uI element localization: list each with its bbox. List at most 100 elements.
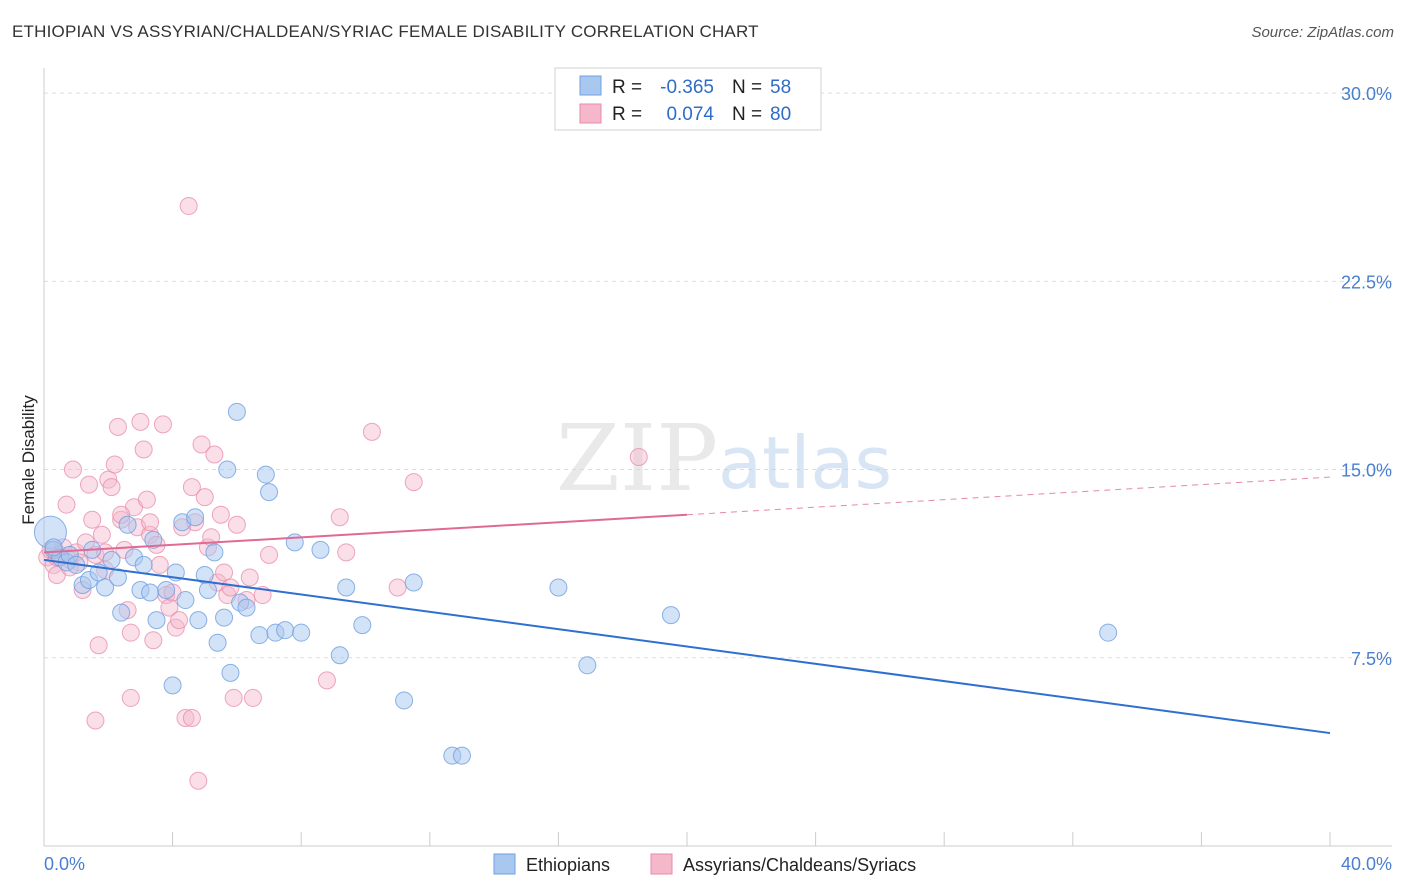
assyrians-point: [404, 473, 423, 492]
assyrians-point: [176, 709, 195, 728]
legend-n-label-2: N =: [732, 104, 762, 125]
assyrians-point: [195, 488, 214, 507]
assyrians-point: [221, 578, 240, 597]
assyrians-point: [227, 515, 246, 534]
assyrians-point: [629, 448, 648, 466]
assyrians-point: [121, 623, 140, 642]
ethiopians-point: [292, 623, 311, 642]
assyrians-point: [240, 568, 259, 587]
y-tick-label: 7.5%: [1351, 649, 1392, 669]
ethiopians-point: [578, 656, 597, 675]
assyrians-point: [105, 455, 124, 474]
assyrians-point: [205, 445, 224, 464]
ethiopians-point: [141, 583, 160, 602]
correlation-legend: R = -0.365 N = 58 R = 0.074 N = 80: [554, 67, 822, 131]
assyrians-trend-line: [43, 513, 688, 554]
assyrians-point: [170, 611, 189, 630]
ethiopians-point: [163, 676, 182, 695]
ethiopians-point: [215, 608, 234, 627]
assyrians-point: [260, 545, 279, 564]
legend-swatch-ethiopians: [579, 75, 602, 96]
legend-r-label-2: R =: [612, 104, 642, 125]
assyrians-point: [317, 671, 336, 690]
assyrians-point: [182, 709, 201, 728]
assyrians-point: [144, 631, 163, 650]
assyrians-point: [215, 563, 234, 582]
ethiopians-point: [221, 663, 240, 682]
legend-r-value-2: 0.074: [666, 104, 714, 125]
ethiopians-point: [144, 530, 163, 549]
ethiopians-point: [147, 611, 166, 630]
assyrians-point: [137, 490, 156, 509]
assyrians-point: [224, 688, 243, 707]
ethiopians-point: [112, 603, 131, 622]
assyrians-point: [362, 422, 381, 441]
ethiopians-point: [260, 483, 279, 502]
assyrians-point: [121, 688, 140, 707]
watermark-zip: ZIP: [556, 405, 718, 512]
ethiopians-point: [330, 646, 349, 665]
assyrians-point: [86, 711, 105, 730]
ethiopians-point: [44, 538, 63, 557]
chart-title: ETHIOPIAN VS ASSYRIAN/CHALDEAN/SYRIAC FE…: [12, 22, 759, 41]
watermark-atlas: atlas: [718, 421, 892, 505]
assyrians-point: [192, 435, 211, 454]
assyrians-point: [337, 543, 356, 562]
ethiopians-point: [176, 591, 195, 610]
ethiopians-point: [189, 611, 208, 630]
ethiopians-point: [1099, 623, 1118, 642]
ethiopians-point: [395, 691, 414, 710]
assyrians-point: [83, 510, 102, 529]
ethiopians-point: [227, 402, 246, 421]
ethiopians-point: [353, 616, 372, 635]
assyrians-point: [150, 555, 169, 574]
assyrians-point: [179, 197, 198, 216]
assyrians-point: [102, 478, 121, 497]
legend-swatch-assyrians: [579, 103, 602, 124]
x-tick-marks: [43, 832, 1331, 846]
ethiopians-point: [208, 633, 227, 652]
ethiopians-point: [452, 746, 471, 765]
legend-r-label-1: R =: [612, 77, 642, 98]
ethiopians-point: [186, 508, 205, 527]
assyrians-point: [89, 636, 108, 655]
tick-labels: 7.5% 15.0% 22.5% 30.0% 0.0% 40.0%: [44, 84, 1392, 874]
ethiopians-point: [134, 555, 153, 574]
series-legend: Ethiopians Assyrians/Chaldeans/Syriacs: [493, 853, 916, 875]
assyrians-point: [211, 505, 230, 524]
assyrians-point: [134, 440, 153, 459]
ethiopians-point: [311, 540, 330, 559]
assyrians-point: [388, 578, 407, 597]
bottom-legend-label-ethiopians: Ethiopians: [526, 855, 610, 875]
assyrians-trend-extension: [686, 476, 1331, 516]
ethiopians-point: [404, 573, 423, 592]
ethiopians-point: [276, 621, 295, 640]
assyrians-point: [57, 495, 76, 514]
assyrians-point: [108, 417, 127, 436]
bottom-legend-label-assyrians: Assyrians/Chaldeans/Syriacs: [683, 855, 916, 875]
assyrians-point: [160, 598, 179, 617]
assyrians-point: [141, 513, 160, 532]
ethiopians-point: [250, 626, 269, 645]
ethiopians-point: [96, 578, 115, 597]
ethiopians-point: [661, 606, 680, 625]
legend-r-value-1: -0.365: [660, 77, 714, 98]
assyrians-point: [153, 415, 172, 434]
assyrians-point: [243, 688, 262, 707]
ethiopians-point: [549, 578, 568, 597]
assyrians-point: [189, 771, 208, 790]
assyrians-point: [92, 525, 111, 544]
y-tick-label: 22.5%: [1341, 272, 1392, 292]
assyrians-point: [182, 478, 201, 497]
y-tick-label: 15.0%: [1341, 461, 1392, 481]
ethiopians-point: [256, 465, 275, 484]
ethiopians-point: [102, 550, 121, 569]
assyrians-point: [63, 460, 82, 479]
ethiopians-point: [337, 578, 356, 597]
assyrians-point: [330, 508, 349, 527]
ethiopians-point: [237, 598, 256, 617]
source-credit: Source: ZipAtlas.com: [1251, 24, 1394, 41]
trend-lines: [43, 476, 1331, 735]
assyrians-point: [131, 412, 150, 431]
